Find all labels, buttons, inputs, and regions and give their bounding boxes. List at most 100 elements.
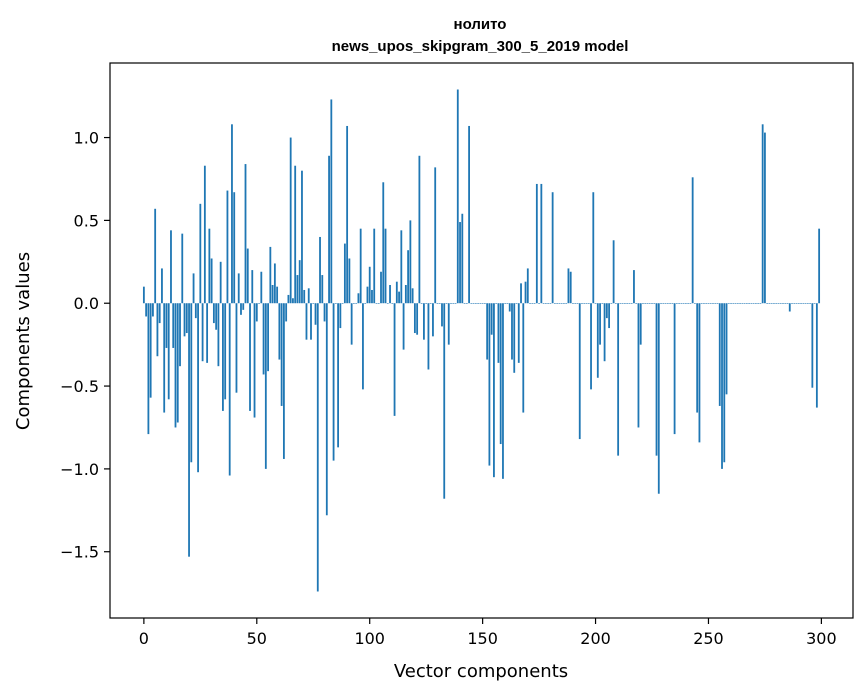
bar (459, 222, 461, 304)
bar (730, 303, 732, 304)
bar (163, 303, 166, 413)
bar (242, 303, 245, 310)
bar (563, 303, 565, 304)
bar (574, 303, 577, 304)
bar (323, 303, 326, 322)
bar (224, 303, 227, 400)
bar (246, 248, 249, 304)
bar (490, 303, 493, 335)
bar (197, 303, 199, 473)
bar (502, 303, 504, 479)
y-axis-label: Components values (13, 252, 34, 430)
x-tick-label: 50 (247, 629, 267, 648)
bar (203, 165, 206, 304)
y-tick-label: −0.5 (60, 377, 99, 396)
bar (572, 303, 574, 304)
bar (393, 303, 396, 416)
bar (398, 291, 400, 304)
bar (585, 303, 588, 304)
bar (664, 303, 667, 304)
bar (341, 303, 344, 304)
bar (368, 266, 371, 304)
bar (434, 167, 437, 304)
bar (314, 303, 317, 325)
bar (233, 192, 236, 304)
bar (188, 303, 190, 557)
bar (312, 303, 315, 304)
bar (463, 303, 466, 304)
bar (691, 177, 694, 304)
bar (192, 273, 195, 304)
bar (488, 303, 491, 466)
bar (513, 303, 516, 373)
bar (235, 303, 238, 393)
bar (800, 303, 802, 304)
bar (633, 270, 635, 304)
bar (725, 303, 728, 395)
bar (477, 303, 480, 304)
bar (795, 303, 798, 304)
bar (750, 303, 753, 304)
bar (506, 303, 509, 304)
bar (423, 303, 425, 340)
bar (411, 288, 414, 304)
x-tick-label: 250 (693, 629, 724, 648)
x-axis-label: Vector components (394, 661, 568, 682)
bar (547, 303, 550, 304)
bar (630, 303, 633, 304)
bar (608, 303, 610, 329)
bar (718, 303, 721, 406)
bar (486, 303, 489, 360)
bar (524, 281, 527, 304)
bar (784, 303, 787, 304)
bar (734, 303, 737, 304)
bar (289, 137, 292, 304)
bar (156, 303, 159, 357)
x-axis: 0 50 100 150 200 250 300 (139, 618, 837, 648)
bar (612, 240, 615, 304)
bar (626, 303, 629, 304)
bar (404, 285, 407, 304)
bar (811, 303, 814, 388)
bar (253, 303, 256, 418)
bar (380, 271, 382, 304)
bar (332, 303, 335, 461)
bar (775, 303, 778, 304)
bar (786, 303, 789, 304)
bar (721, 303, 723, 469)
x-tick-label: 0 (139, 629, 149, 648)
bar (662, 303, 665, 304)
bar (400, 230, 403, 304)
bar (696, 303, 699, 413)
bar (666, 303, 669, 304)
bar (319, 236, 321, 304)
bar (621, 303, 624, 304)
bar (212, 303, 215, 324)
bar (788, 303, 791, 312)
bar (813, 303, 816, 304)
bar (377, 303, 380, 304)
x-tick-label: 300 (806, 629, 837, 648)
bar (316, 303, 319, 592)
bar (357, 293, 360, 304)
bar (215, 303, 218, 330)
bar (461, 213, 464, 304)
bar (768, 303, 771, 304)
bar (273, 263, 276, 304)
bar (497, 303, 500, 363)
bar (364, 303, 367, 304)
bar (384, 228, 387, 304)
bar (549, 303, 552, 304)
bar (499, 303, 502, 445)
bar (152, 303, 154, 317)
bar (712, 303, 714, 304)
bar (386, 303, 389, 304)
bar (244, 164, 247, 304)
bar (682, 303, 685, 304)
bar (605, 303, 608, 319)
bar (617, 303, 620, 456)
bar (194, 303, 197, 319)
bar (669, 303, 671, 304)
bar (154, 208, 157, 304)
bar (517, 303, 520, 363)
